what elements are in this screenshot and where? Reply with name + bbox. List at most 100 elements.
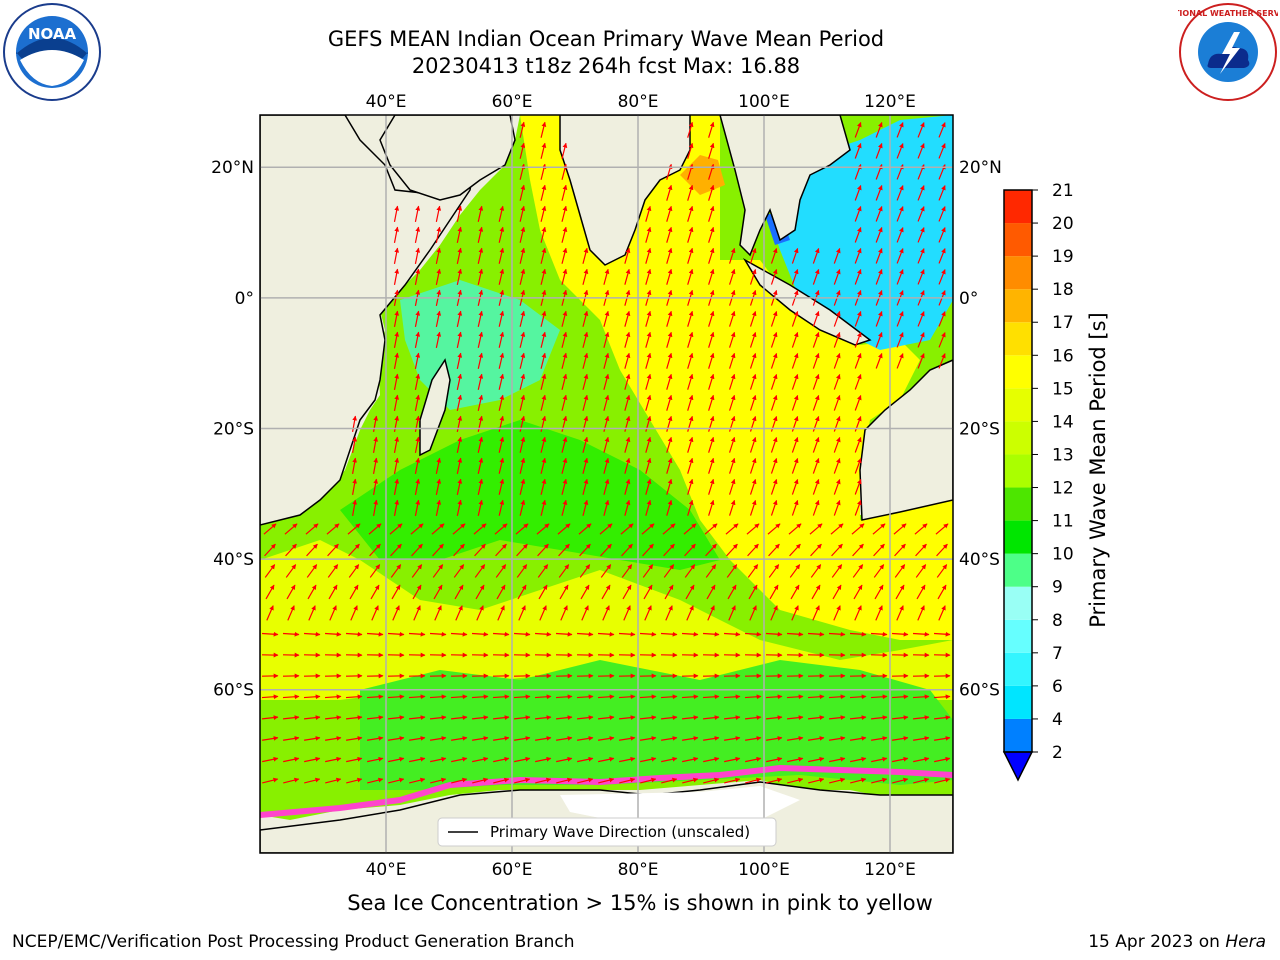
wave-direction-arrow <box>540 121 547 138</box>
lat-tick-label: 60°S <box>213 681 254 701</box>
wave-direction-arrow <box>708 352 715 369</box>
wave-direction-arrow <box>600 543 612 557</box>
wave-direction-arrow <box>873 543 885 557</box>
wave-direction-arrow <box>682 736 699 741</box>
wave-direction-arrow <box>325 756 342 763</box>
colorbar-tick-label: 9 <box>1052 578 1063 598</box>
wave-direction-arrow <box>513 715 531 720</box>
wave-direction-arrow <box>414 268 421 285</box>
wave-direction-arrow <box>327 543 339 557</box>
wave-direction-arrow <box>829 736 846 741</box>
wave-direction-arrow <box>744 631 762 637</box>
wave-direction-arrow <box>492 631 510 637</box>
wave-direction-arrow <box>393 247 400 264</box>
wave-direction-arrow <box>519 373 526 390</box>
wave-direction-arrow <box>833 332 841 348</box>
wave-direction-arrow <box>687 331 694 348</box>
colorbar-segment <box>1004 256 1032 290</box>
wave-direction-arrow <box>892 777 909 784</box>
wave-direction-arrow <box>266 605 274 621</box>
wave-direction-arrow <box>471 631 489 637</box>
wave-direction-arrow <box>618 715 636 720</box>
wave-direction-arrow <box>493 777 510 784</box>
wave-direction-arrow <box>917 353 925 369</box>
wave-direction-arrow <box>935 523 949 535</box>
wave-direction-arrow <box>582 268 589 285</box>
wave-direction-arrow <box>393 205 400 222</box>
wave-direction-arrow <box>812 310 820 327</box>
wave-direction-arrow <box>770 373 778 390</box>
wave-direction-arrow <box>645 352 652 369</box>
wave-direction-arrow <box>472 777 489 784</box>
colorbar-tick-label: 12 <box>1052 479 1074 499</box>
wave-direction-arrow <box>894 543 906 557</box>
wave-direction-arrow <box>661 777 678 784</box>
wave-direction-arrow <box>708 205 715 222</box>
wave-direction-arrow <box>812 268 820 285</box>
wave-direction-arrow <box>582 457 589 474</box>
wave-direction-arrow <box>812 247 820 264</box>
wave-direction-arrow <box>896 248 904 264</box>
wave-direction-arrow <box>854 269 862 285</box>
wave-direction-arrow <box>896 269 904 285</box>
wave-direction-arrow <box>304 777 321 784</box>
lon-tick-label: 120°E <box>864 92 916 112</box>
wave-direction-arrow <box>917 227 925 243</box>
wave-direction-arrow <box>261 631 279 637</box>
wave-direction-arrow <box>456 478 463 495</box>
wave-direction-arrow <box>535 777 552 784</box>
wave-direction-arrow <box>393 331 400 348</box>
wave-direction-arrow <box>642 564 654 578</box>
wave-direction-arrow <box>435 205 442 222</box>
wave-direction-arrow <box>471 715 489 720</box>
wave-direction-arrow <box>450 694 468 700</box>
wave-direction-arrow <box>345 694 363 700</box>
wave-direction-arrow <box>849 631 867 637</box>
wave-direction-arrow <box>850 736 867 741</box>
wave-direction-arrow <box>556 777 573 784</box>
wave-direction-arrow <box>874 584 884 600</box>
wave-direction-arrow <box>472 736 489 741</box>
wave-direction-arrow <box>412 584 422 600</box>
wave-direction-arrow <box>687 373 694 390</box>
wave-direction-arrow <box>687 457 694 474</box>
wave-direction-arrow <box>666 331 673 348</box>
colorbar-tick-label: 18 <box>1052 280 1074 300</box>
wave-direction-arrow <box>790 584 800 600</box>
wave-direction-arrow <box>561 436 568 453</box>
colorbar-segment <box>1004 223 1032 257</box>
wave-direction-arrow <box>643 584 653 600</box>
wave-direction-arrow <box>409 777 426 784</box>
wave-direction-arrow <box>409 756 426 763</box>
wave-direction-arrow <box>896 185 904 201</box>
wave-direction-arrow <box>561 310 568 327</box>
wave-direction-arrow <box>456 226 463 243</box>
wave-direction-arrow <box>450 715 468 720</box>
wave-direction-arrow <box>770 436 778 453</box>
wave-direction-arrow <box>456 373 463 390</box>
wave-direction-arrow <box>435 457 442 474</box>
colorbar-segment <box>1004 520 1032 554</box>
wave-direction-arrow <box>917 248 925 264</box>
wave-direction-arrow <box>517 584 527 600</box>
wave-direction-arrow <box>687 352 694 369</box>
wave-direction-arrow <box>875 311 883 327</box>
wave-direction-arrow <box>854 458 862 474</box>
wave-direction-arrow <box>645 394 652 411</box>
wave-direction-arrow <box>912 631 930 637</box>
wave-direction-arrow <box>833 458 841 474</box>
lat-tick-label: 60°S <box>959 681 1000 701</box>
wave-direction-arrow <box>622 584 632 600</box>
wave-direction-arrow <box>938 122 946 138</box>
wave-direction-arrow <box>414 478 421 495</box>
wave-direction-arrow <box>451 736 468 741</box>
wave-direction-arrow <box>913 756 930 763</box>
wave-direction-arrow <box>540 478 547 495</box>
wave-direction-arrow <box>893 523 907 535</box>
wave-direction-arrow <box>452 523 466 535</box>
wave-direction-arrow <box>687 226 694 243</box>
wave-direction-arrow <box>265 584 275 600</box>
wave-direction-arrow <box>456 436 463 453</box>
wave-direction-arrow <box>369 543 381 557</box>
wave-direction-arrow <box>345 631 363 637</box>
